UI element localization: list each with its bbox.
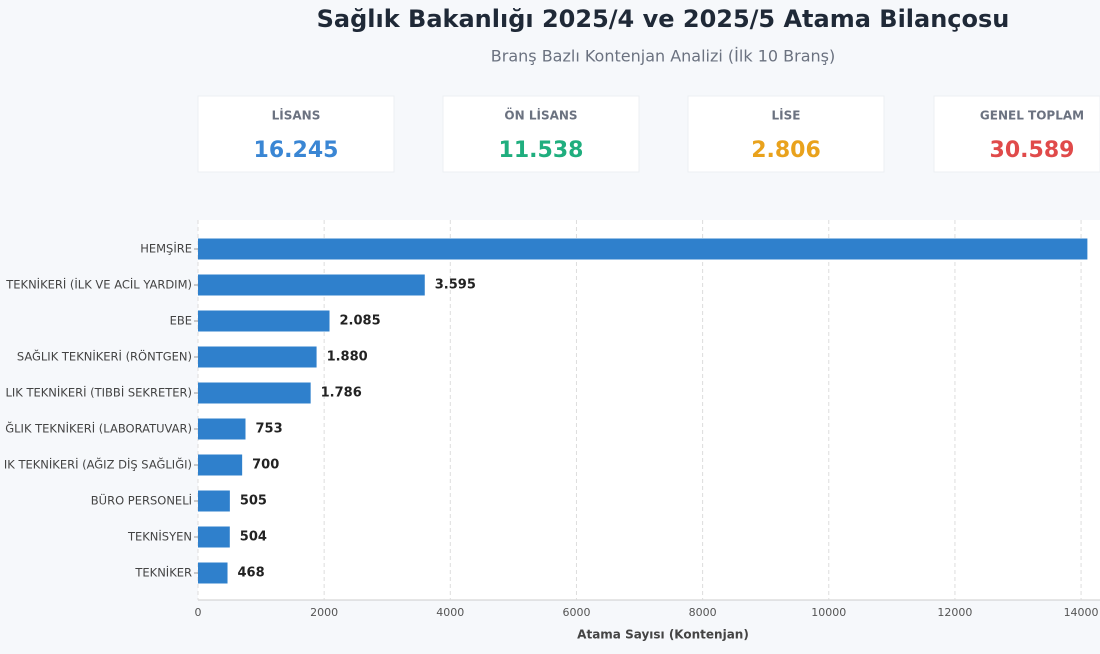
card [687, 95, 885, 173]
x-tick-label: 2000 [310, 606, 338, 619]
x-tick-label: 10000 [811, 606, 846, 619]
y-tick-label: HEMŞİRE [140, 241, 192, 256]
y-tick-label: TEKNİKERİ (İLK VE ACİL YARDIM) [5, 277, 192, 292]
bar [198, 382, 311, 404]
bar [198, 346, 317, 368]
bar [198, 418, 246, 440]
card-label: LİSANS [272, 108, 321, 123]
data-label: 505 [240, 494, 267, 509]
data-label: 1.786 [321, 386, 362, 401]
card [933, 95, 1100, 173]
y-tick-label: IK TEKNİKERİ (AĞIZ DİŞ SAĞLIĞI) [4, 457, 192, 472]
bar [198, 490, 230, 512]
y-tick-label: ĞLIK TEKNİKERİ (LABORATUVAR) [5, 421, 192, 436]
y-tick-label: TEKNİSYEN [127, 529, 192, 544]
x-tick-label: 12000 [937, 606, 972, 619]
title: Sağlık Bakanlığı 2025/4 ve 2025/5 Atama … [317, 5, 1010, 33]
y-tick-label: SAĞLIK TEKNİKERİ (RÖNTGEN) [17, 348, 192, 364]
card-label: LİSE [772, 108, 801, 123]
card [197, 95, 395, 173]
bar [198, 454, 243, 476]
bar [198, 526, 230, 548]
y-tick-label: TEKNİKER [134, 565, 192, 580]
x-axis-label: Atama Sayısı (Kontenjan) [577, 628, 749, 642]
x-tick-label: 6000 [562, 606, 590, 619]
y-tick-label: EBE [170, 314, 192, 328]
data-label: 1.880 [327, 350, 368, 365]
bar [198, 310, 330, 332]
x-tick-label: 14000 [1064, 606, 1099, 619]
data-label: 3.595 [435, 278, 476, 293]
bar [198, 274, 425, 296]
card-value: 11.538 [499, 138, 584, 163]
data-label: 468 [238, 566, 265, 581]
card-value: 30.589 [990, 138, 1075, 163]
data-label: 700 [252, 458, 279, 473]
bar [198, 238, 1088, 260]
y-tick-label: LIK TEKNİKERİ (TIBBİ SEKRETER) [5, 385, 192, 400]
card [442, 95, 640, 173]
subtitle: Branş Bazlı Kontenjan Analizi (İlk 10 Br… [491, 47, 835, 66]
bar [198, 562, 228, 584]
data-label: 753 [255, 422, 282, 437]
card-label: ÖN LİSANS [504, 108, 577, 123]
card-label: GENEL TOPLAM [980, 109, 1084, 123]
x-tick-label: 8000 [689, 606, 717, 619]
x-tick-label: 4000 [436, 606, 464, 619]
data-label: 504 [240, 530, 267, 545]
y-tick-label: BÜRO PERSONELİ [91, 492, 192, 508]
card-value: 2.806 [751, 138, 821, 163]
card-value: 16.245 [254, 138, 339, 163]
x-tick-label: 0 [195, 606, 202, 619]
data-label: 2.085 [340, 314, 381, 329]
